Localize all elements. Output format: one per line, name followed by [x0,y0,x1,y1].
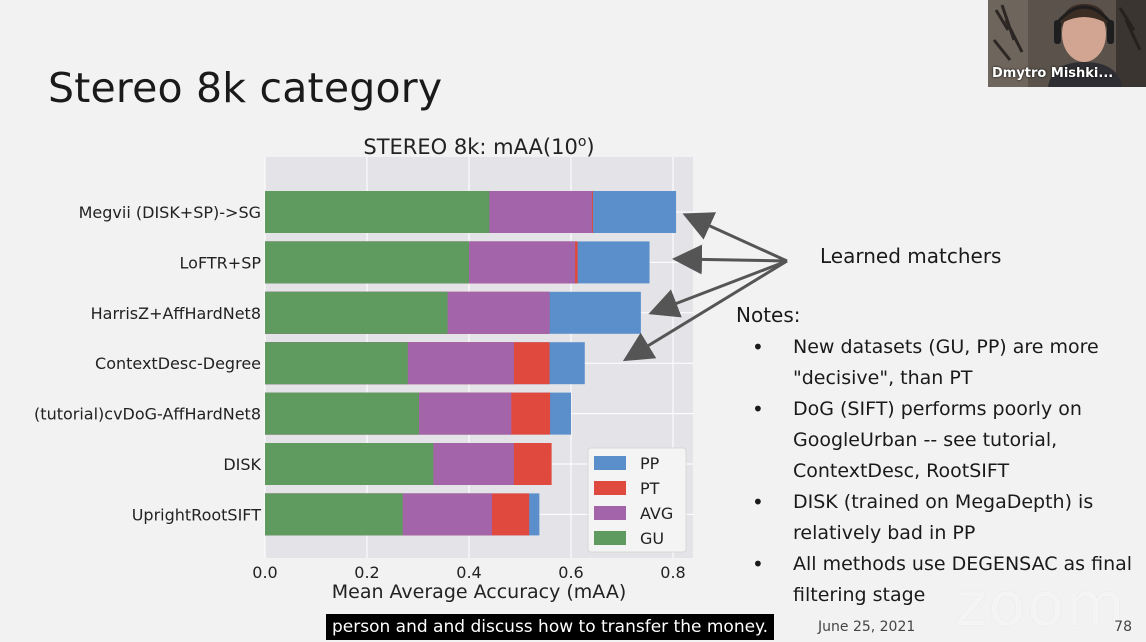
legend-label: AVG [640,504,673,523]
annotation-arrow [622,259,788,362]
x-tick-label: 0.2 [354,563,379,582]
x-tick-label: 0.8 [660,563,685,582]
legend-swatch [594,481,626,495]
slide-number: 78 [1114,619,1132,635]
participant-name: Dmytro Mishki... [992,66,1114,81]
live-caption: person and and discuss how to transfer t… [326,614,775,640]
x-tick-label: 0.0 [252,563,277,582]
x-tick-label: 0.6 [558,563,583,582]
notes-panel: Notes: New datasets (GU, PP) are more "d… [736,300,1136,611]
learned-matchers-label: Learned matchers [820,244,1002,268]
bar-gu [265,191,490,233]
legend-swatch [594,456,626,470]
bar-gu [265,241,469,284]
y-tick-label: HarrisZ+AffHardNet8 [91,304,261,323]
notes-list: New datasets (GU, PP) are more "decisive… [736,332,1136,611]
x-axis-label: Mean Average Accuracy (mAA) [332,581,627,603]
notes-item: All methods use DEGENSAC as final filter… [736,549,1136,611]
bar-gu [265,342,408,385]
notes-heading: Notes: [736,303,801,327]
y-tick-label: ContextDesc-Degree [95,354,261,373]
y-tick-label: (tutorial)cvDoG-AffHardNet8 [34,405,261,424]
annotation-arrow [682,212,788,263]
chart-title: STEREO 8k: mAA(10o) [363,134,594,159]
y-tick-label: Megvii (DISK+SP)->SG [79,203,261,222]
notes-item: DoG (SIFT) performs poorly on GoogleUrba… [736,394,1136,487]
participant-video[interactable]: Dmytro Mishki... [988,0,1146,87]
notes-item: New datasets (GU, PP) are more "decisive… [736,332,1136,394]
x-tick-label: 0.4 [456,563,481,582]
bar-gu [265,291,448,334]
bar-gu [265,392,420,435]
legend-label: PP [640,454,660,473]
slide-date: June 25, 2021 [818,619,916,635]
zoom-watermark: zoom [955,570,1127,640]
y-tick-label: UprightRootSIFT [132,505,262,524]
legend-label: GU [640,529,664,548]
legend-swatch [594,531,626,545]
annotation-arrow [672,244,788,275]
participant-video-feed [988,0,1146,87]
bar-gu [265,443,434,485]
annotation-arrow [648,259,788,318]
legend-box [587,447,687,553]
notes-item: DISK (trained on MegaDepth) is relativel… [736,487,1136,549]
legend-label: PT [640,479,660,498]
slide-title: Stereo 8k category [48,64,443,112]
y-tick-label: DISK [223,455,261,474]
bar-gu [265,493,403,536]
y-tick-label: LoFTR+SP [180,253,262,272]
legend-swatch [594,506,626,520]
